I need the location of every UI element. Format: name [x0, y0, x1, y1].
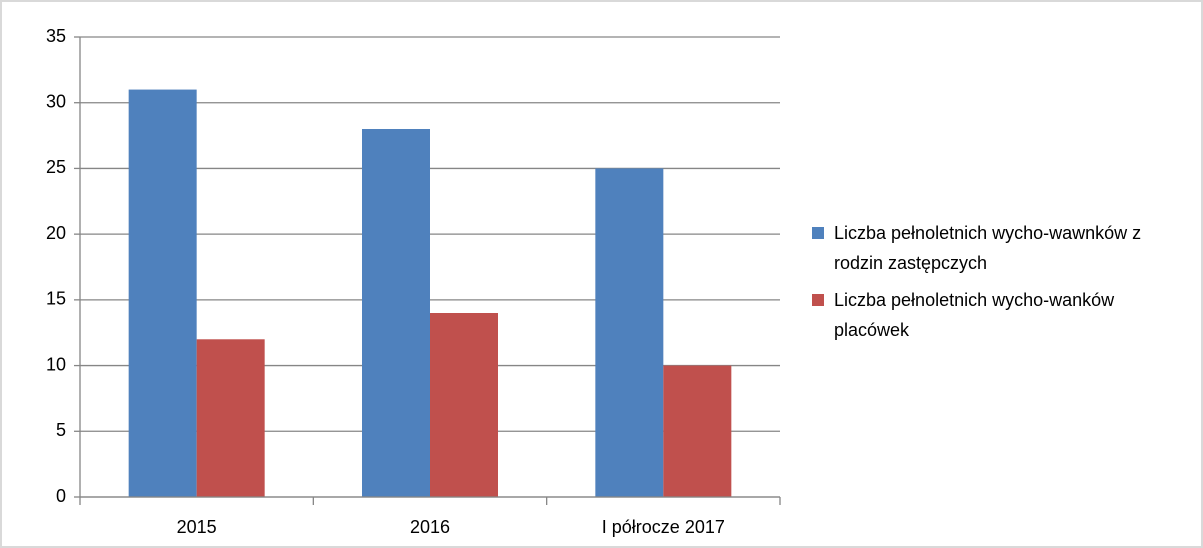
bar: [595, 168, 664, 497]
x-tick-label: 2016: [410, 517, 450, 537]
y-tick-label: 0: [56, 486, 66, 506]
x-tick-label: I półrocze 2017: [602, 517, 725, 537]
bar: [196, 339, 265, 497]
legend-label: Liczba pełnoletnich wycho-wanków placówe…: [834, 290, 1115, 340]
y-tick-label: 30: [46, 91, 66, 111]
bar: [663, 365, 732, 497]
legend-item: Liczba pełnoletnich wycho-wanków placówe…: [812, 285, 1172, 345]
y-tick-label: 15: [46, 289, 66, 309]
y-tick-label: 5: [56, 420, 66, 440]
legend-item: Liczba pełnoletnich wycho-wawnków z rodz…: [812, 218, 1172, 278]
bar: [128, 89, 197, 498]
legend-swatch: [812, 227, 824, 239]
legend-swatch: [812, 294, 824, 306]
bar: [362, 129, 430, 497]
bar: [430, 313, 498, 497]
x-tick-label: 2015: [177, 517, 217, 537]
y-tick-label: 20: [46, 223, 66, 243]
legend: Liczba pełnoletnich wycho-wawnków z rodz…: [812, 218, 1172, 352]
y-tick-label: 10: [46, 354, 66, 374]
legend-label: Liczba pełnoletnich wycho-wawnków z rodz…: [834, 223, 1142, 273]
y-tick-label: 35: [46, 26, 66, 46]
y-tick-label: 25: [46, 157, 66, 177]
